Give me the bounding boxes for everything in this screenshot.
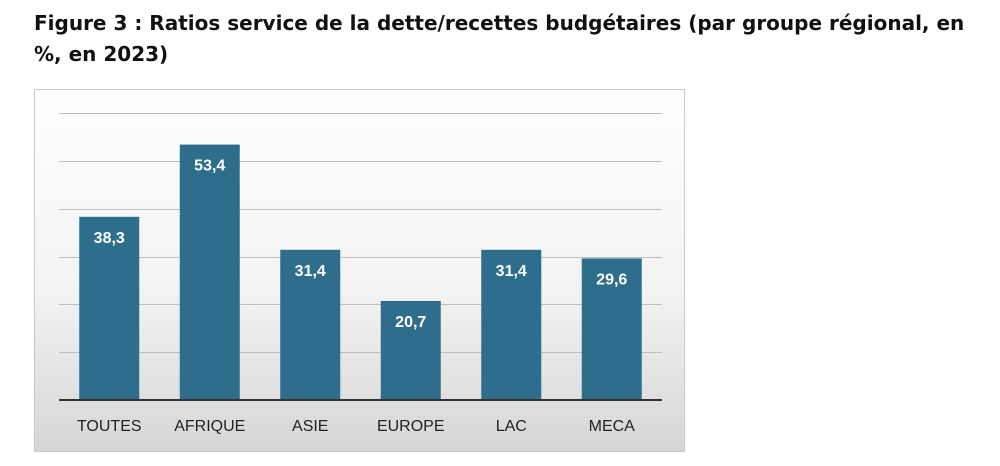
data-label: 29,6 xyxy=(596,271,627,288)
bar-europe xyxy=(380,300,441,400)
data-label: 38,3 xyxy=(94,230,125,247)
x-tick-label: ASIE xyxy=(292,418,328,435)
x-tick-label: MECA xyxy=(589,418,636,435)
data-label: 53,4 xyxy=(194,158,225,175)
chart-title: Figure 3 : Ratios service de la dette/re… xyxy=(34,11,965,66)
bar-meca xyxy=(581,258,642,400)
data-label: 20,7 xyxy=(395,314,426,331)
bar-chart: 38,3 TOUTES 53,4 AFRIQUE 31,4 ASIE 20,7 EUROPE 3… xyxy=(59,113,662,435)
x-tick-label: AFRIQUE xyxy=(174,418,245,435)
data-label: 31,4 xyxy=(295,263,326,280)
bar-toutes xyxy=(79,216,140,400)
chart-area: 38,3 TOUTES 53,4 AFRIQUE 31,4 ASIE 20,7 EUROPE 3… xyxy=(34,89,685,452)
data-label: 31,4 xyxy=(496,263,527,280)
bar-lac xyxy=(481,249,542,400)
bar-afrique xyxy=(179,144,240,400)
x-tick-label: TOUTES xyxy=(77,418,142,435)
x-tick-label: LAC xyxy=(496,418,527,435)
bar-asie xyxy=(280,249,341,400)
x-tick-label: EUROPE xyxy=(377,418,445,435)
